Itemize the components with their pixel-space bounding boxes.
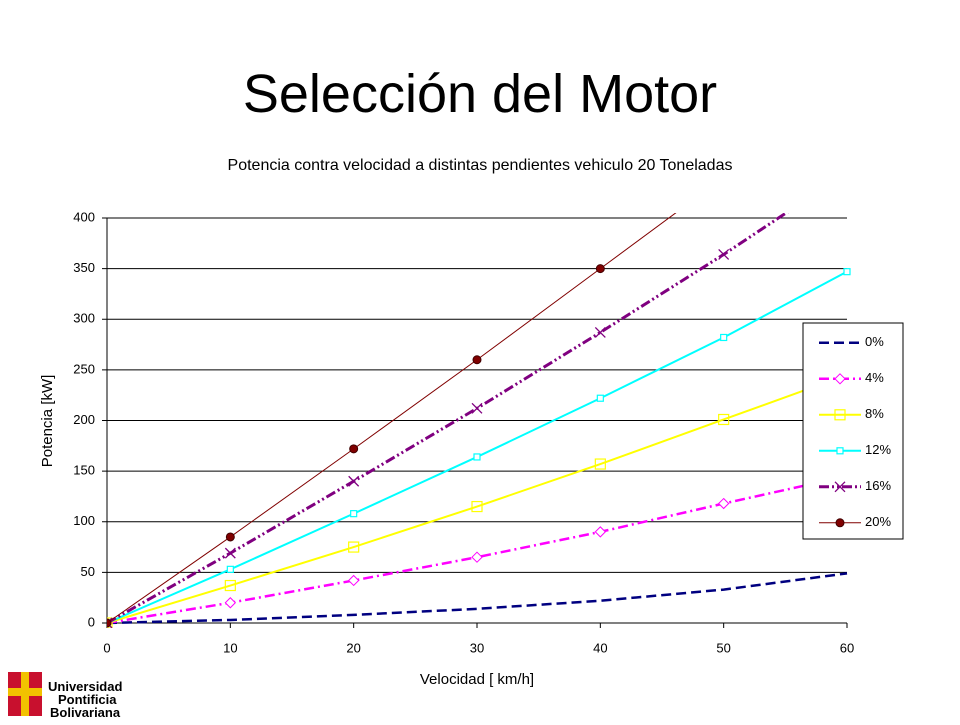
x-tick-label: 0 <box>103 640 110 655</box>
marker <box>107 617 113 628</box>
logo-text: Universidad <box>48 679 122 694</box>
logo-text: Pontificia <box>58 692 117 707</box>
logo-text: Bolivariana <box>50 705 121 720</box>
marker <box>224 597 237 609</box>
marker <box>836 447 844 455</box>
marker <box>720 333 728 342</box>
marker <box>718 248 730 260</box>
y-tick-label: 200 <box>73 412 95 427</box>
marker <box>843 268 851 276</box>
marker <box>107 617 113 628</box>
marker <box>224 547 236 559</box>
y-tick-label: 150 <box>73 463 95 478</box>
marker <box>348 475 360 487</box>
x-tick-label: 10 <box>223 640 237 655</box>
legend: 0% 4% 8% 12% 16% 20% <box>802 322 904 540</box>
series-area <box>107 77 852 628</box>
y-tick-label: 350 <box>73 260 95 275</box>
marker <box>349 444 359 454</box>
chart-title: Potencia contra velocidad a distintas pe… <box>228 157 733 174</box>
y-tick-label: 50 <box>81 564 95 579</box>
marker <box>594 458 606 470</box>
marker <box>843 77 851 85</box>
marker <box>225 532 235 542</box>
marker <box>594 326 606 338</box>
marker <box>226 565 234 573</box>
marker <box>835 518 845 528</box>
x-tick-label: 60 <box>840 640 854 655</box>
y-tick-label: 100 <box>73 513 95 528</box>
series-line <box>107 373 848 624</box>
x-tick-label: 50 <box>716 640 730 655</box>
marker <box>717 497 730 510</box>
legend-label: 20% <box>865 514 891 529</box>
marker <box>595 264 605 274</box>
marker <box>834 373 846 385</box>
series-line <box>107 572 848 625</box>
logo-cross <box>8 688 42 696</box>
marker <box>107 618 112 628</box>
marker <box>471 551 483 563</box>
marker <box>834 409 846 421</box>
series-line <box>107 474 848 625</box>
y-tick-label: 0 <box>88 614 95 629</box>
series-line <box>107 270 848 624</box>
legend-label: 8% <box>865 406 884 421</box>
logo: Universidad Pontificia Bolivariana <box>8 672 122 720</box>
slide-title: Selección del Motor <box>243 64 717 124</box>
marker <box>347 574 360 587</box>
marker <box>471 500 483 513</box>
x-axis-label: Velocidad [ km/h] <box>420 671 534 688</box>
marker <box>842 167 852 177</box>
marker <box>473 453 481 461</box>
marker <box>224 579 236 592</box>
marker <box>718 413 730 426</box>
legend-box <box>802 322 904 540</box>
marker <box>471 402 483 414</box>
y-tick-label: 400 <box>73 209 95 224</box>
marker <box>350 510 358 518</box>
marker <box>720 174 728 182</box>
plot: 0 50 100 150 200 250 300 350 400 0 10 20 30 40 50 60 <box>73 209 854 655</box>
x-tick-label: 20 <box>346 640 360 655</box>
x-tick-label: 30 <box>470 640 484 655</box>
y-tick-label: 300 <box>73 311 95 326</box>
marker <box>348 541 360 553</box>
marker <box>596 394 604 402</box>
legend-label: 16% <box>865 478 891 493</box>
y-axis-label: Potencia [kW] <box>39 375 56 468</box>
marker <box>472 355 482 365</box>
marker <box>594 526 607 538</box>
x-tick-label: 40 <box>593 640 607 655</box>
marker <box>834 481 846 493</box>
legend-label: 4% <box>865 370 884 385</box>
legend-label: 0% <box>865 334 884 349</box>
y-tick-label: 250 <box>73 361 95 376</box>
legend-label: 12% <box>865 442 891 457</box>
